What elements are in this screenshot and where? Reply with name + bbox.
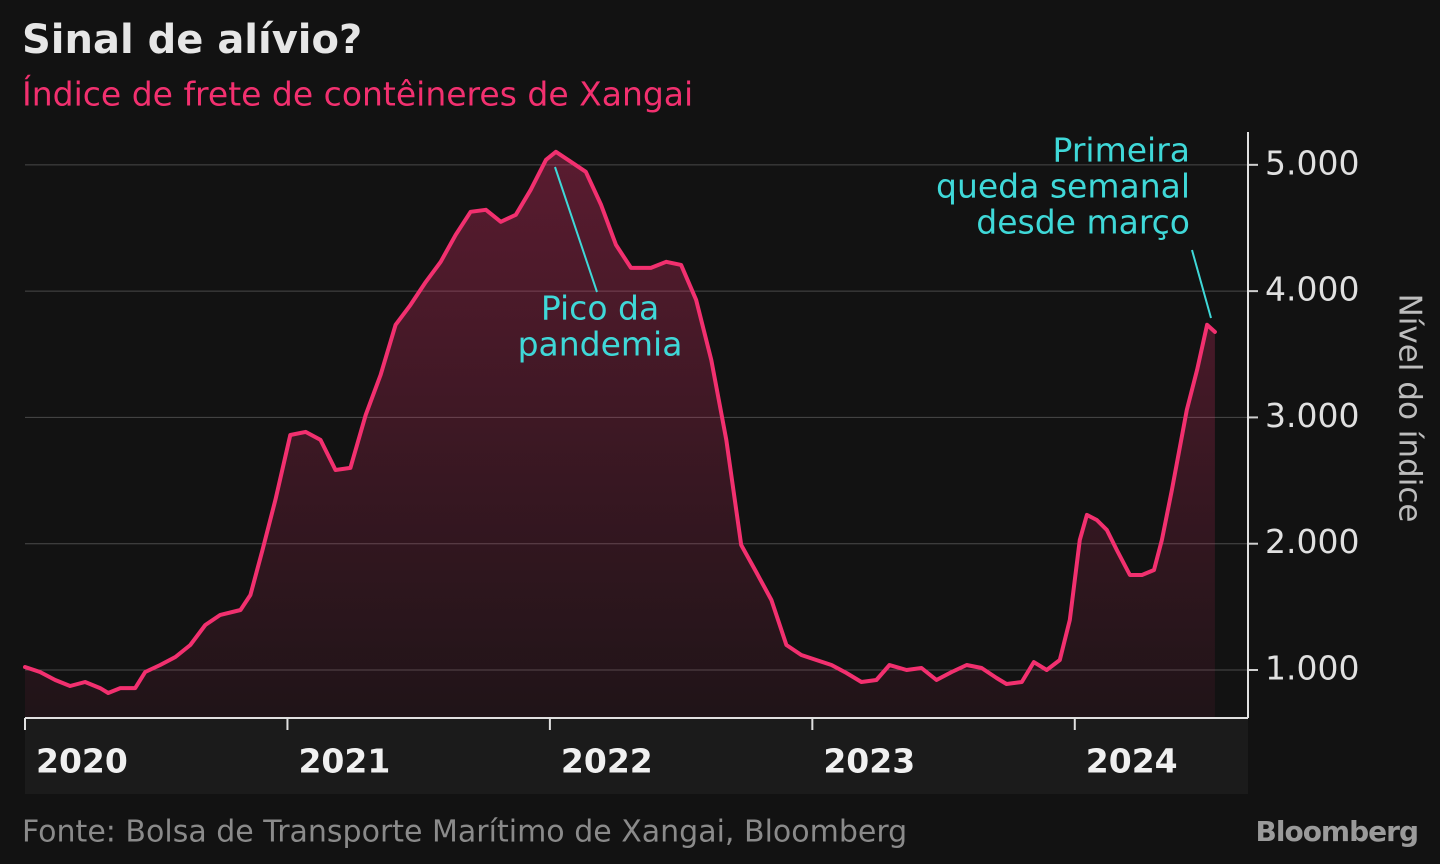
chart-subtitle: Índice de frete de contêineres de Xangai [22, 74, 693, 114]
x-tick-label: 2021 [298, 742, 390, 781]
x-tick-label: 2024 [1086, 742, 1178, 781]
annotation: pandemia [518, 325, 683, 364]
logo: Bloomberg [1256, 815, 1418, 848]
annotation-pointer [1191, 249, 1212, 319]
y-tick-label: 4.000 [1265, 270, 1359, 309]
y-tick-label: 1.000 [1265, 649, 1359, 688]
chart-title: Sinal de alívio? [22, 17, 362, 63]
y-tick-label: 3.000 [1265, 396, 1359, 435]
x-tick-label: 2023 [823, 742, 915, 781]
annotation: desde março [976, 203, 1190, 242]
annotation: Pico da [541, 289, 659, 328]
y-tick-label: 5.000 [1265, 143, 1359, 182]
y-axis-label: Nível do índice [1392, 294, 1428, 523]
y-tick-label: 2.000 [1265, 522, 1359, 561]
x-tick-label: 2022 [561, 742, 653, 781]
x-axis-band [25, 718, 1248, 794]
x-tick-label: 2020 [36, 742, 128, 781]
annotation: queda semanal [936, 167, 1190, 206]
annotation-pointer [554, 166, 598, 293]
area [25, 151, 1215, 719]
source: Fonte: Bolsa de Transporte Marítimo de X… [22, 815, 907, 850]
line [23, 149, 1217, 695]
annotation: Primeira [1053, 131, 1190, 170]
